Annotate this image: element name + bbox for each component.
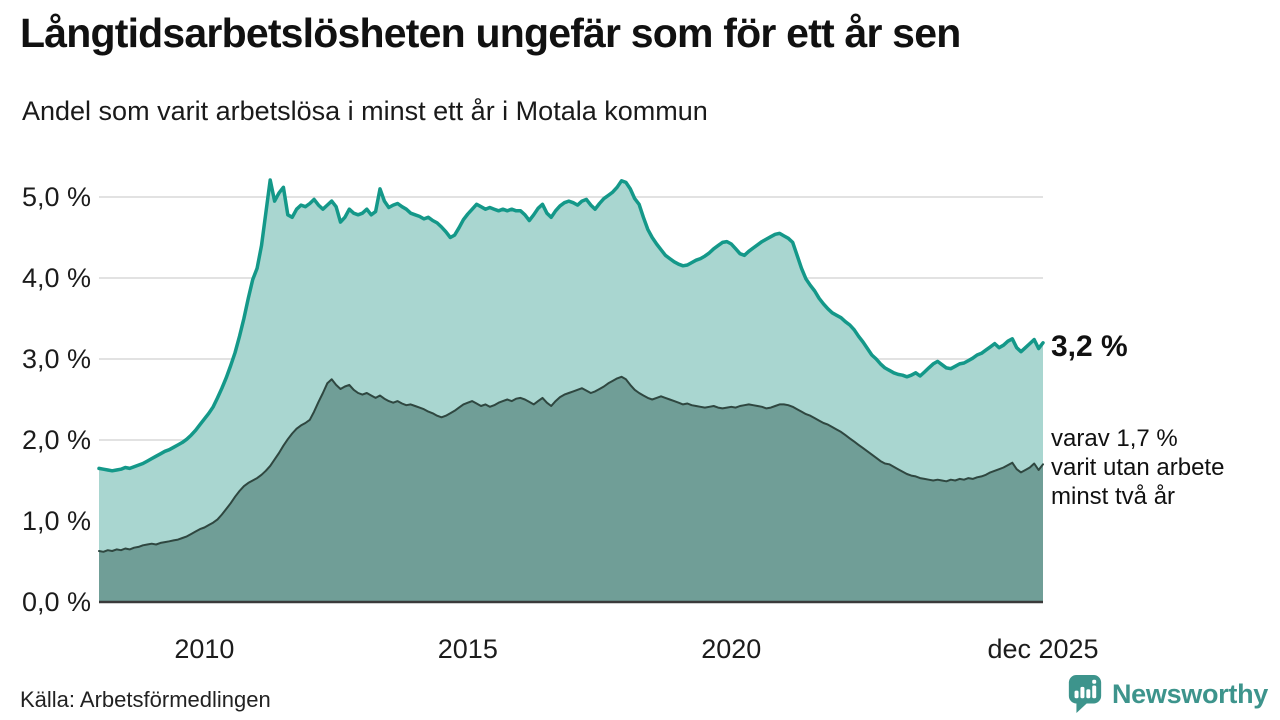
y-axis-label: 2,0 %	[22, 425, 91, 455]
y-axis-label: 3,0 %	[22, 344, 91, 374]
latest-value-label: 3,2 %	[1051, 330, 1128, 363]
newsworthy-bubble-chart-icon	[1068, 675, 1102, 713]
area-unemployed-two-years	[99, 376, 1043, 602]
brand-name: Newsworthy	[1111, 678, 1268, 709]
y-axis-label: 5,0 %	[22, 182, 91, 212]
source-note: Källa: Arbetsförmedlingen	[20, 687, 271, 712]
x-axis-label: 2020	[701, 634, 761, 664]
line-unemployed-two-years	[98, 375, 1044, 553]
x-axis-label: dec 2025	[987, 634, 1098, 664]
y-axis-label: 4,0 %	[22, 263, 91, 293]
newsworthy-logo: Newsworthy	[1066, 674, 1268, 714]
y-axis-label: 1,0 %	[22, 506, 91, 536]
chart-subtitle: Andel som varit arbetslösa i minst ett å…	[22, 96, 708, 126]
x-axis-label: 2010	[174, 634, 234, 664]
y-axis-label: 0,0 %	[22, 587, 91, 617]
latest-subvalue-annotation: varav 1,7 % varit utan arbete minst två …	[1051, 425, 1225, 510]
line-unemployed-one-year	[97, 178, 1045, 473]
page-title: Långtidsarbetslösheten ungefär som för e…	[20, 10, 961, 56]
x-axis-label: 2015	[438, 634, 498, 664]
